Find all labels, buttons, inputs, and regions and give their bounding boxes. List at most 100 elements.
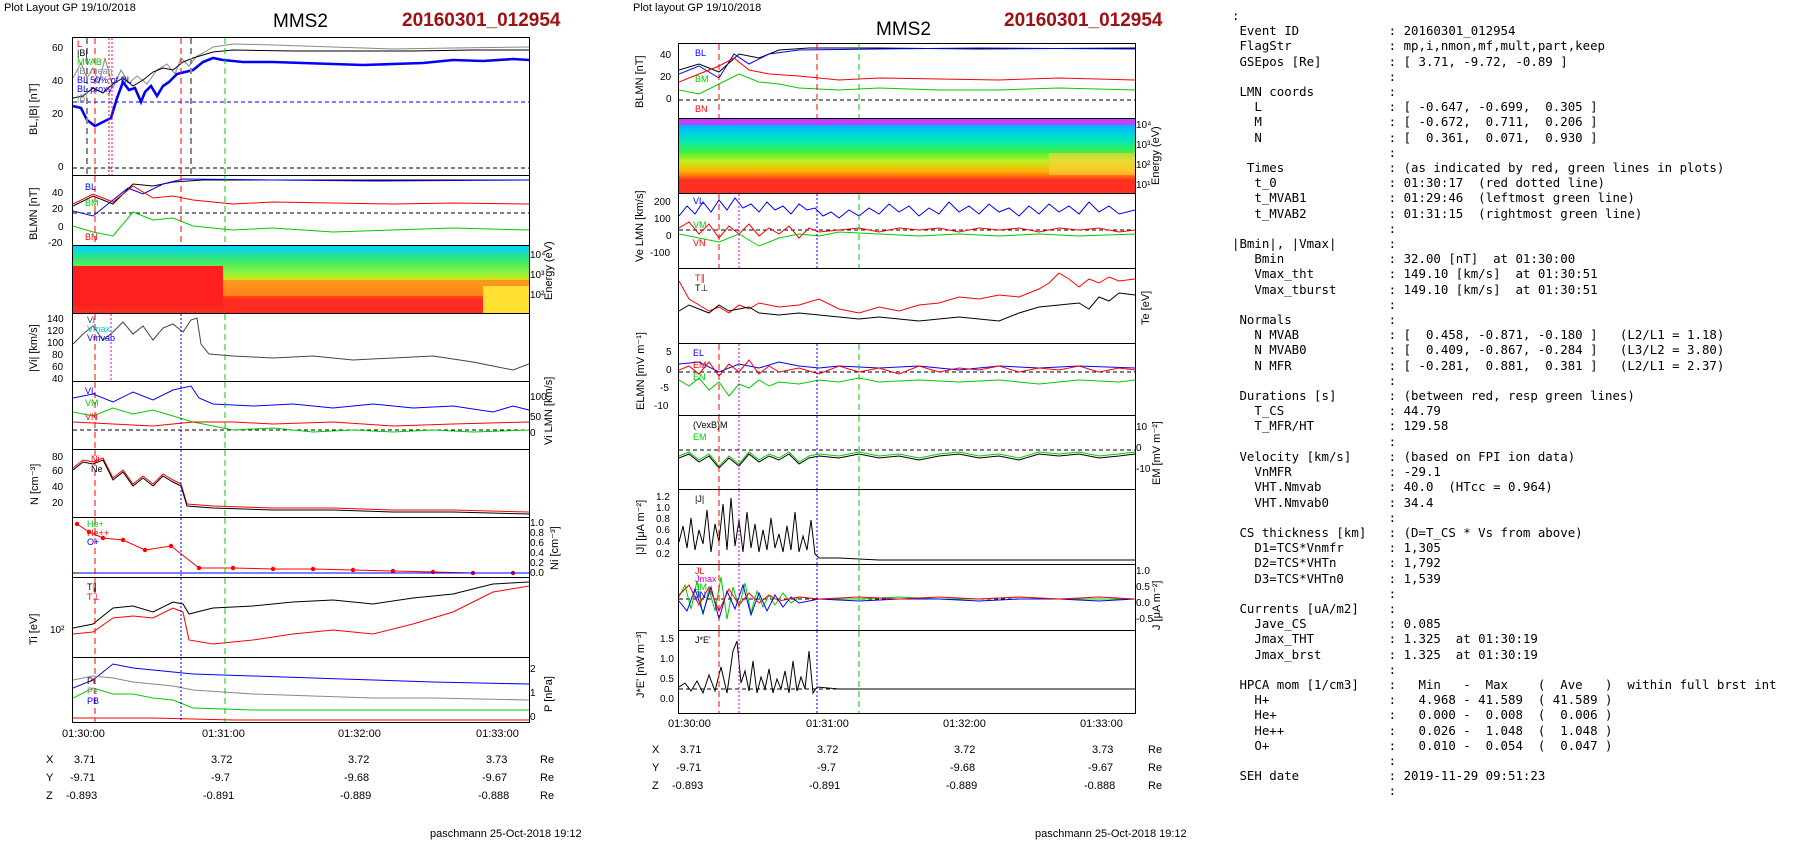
mid-p5-legend-0: EL: [693, 348, 705, 358]
left-p1-legend-1: |B|: [77, 48, 88, 58]
left-spectro-yellow-region: [483, 286, 529, 314]
mid-p8-legend-2: JM: [695, 582, 707, 592]
mid-panel-em: (VexB)M EM: [678, 415, 1136, 491]
mid-p1-tick-2: 0: [666, 94, 672, 105]
left-coord-x-unit: Re: [540, 754, 555, 766]
left-plot-vi-lmn: [73, 382, 529, 450]
left-time-tick-3: 01:33:00: [476, 728, 519, 740]
mid-coord-x-0: 3.71: [680, 744, 702, 756]
left-p6-tick-3: 20: [52, 498, 64, 509]
left-p1-tick-1: 40: [52, 76, 64, 87]
left-p6-legend-1: Ne: [91, 464, 103, 474]
left-layout-header: Plot Layout GP 19/10/2018: [4, 2, 136, 14]
mid-plot-electron-temp: [679, 272, 1135, 322]
mid-p5-tick-2: -5: [660, 383, 669, 394]
left-p8-legend-0: T∥: [87, 582, 97, 592]
left-coord-y-3: -9.67: [482, 772, 508, 784]
mid-footer: paschmann 25-Oct-2018 19:12: [1035, 828, 1187, 840]
left-p3-tick-0: 10⁴: [530, 250, 546, 261]
left-plot-vi-magnitude: [73, 314, 529, 382]
left-panel-blmn: BL BM BN: [72, 175, 530, 247]
left-p1-tick-2: 20: [52, 109, 64, 120]
mid-p8-legend-3: JN: [695, 590, 706, 600]
left-coord-y-unit: Re: [540, 772, 555, 784]
mid-p3-tick-2: 0: [666, 231, 672, 242]
mid-coord-z-2: -0.889: [946, 780, 978, 792]
left-p1-legend-6: |B|: [77, 93, 88, 103]
mid-time-tick-0: 01:30:00: [668, 718, 711, 730]
mid-p7-tick-1: 1.0: [656, 503, 670, 514]
left-coord-x-2: 3.72: [348, 754, 370, 766]
left-p2-legend-2: BN: [85, 232, 98, 242]
left-p9-legend-2: PB: [87, 696, 100, 706]
mid-p6-ylabel: EM [mV m⁻²]: [1151, 421, 1163, 485]
left-time-tick-2: 01:32:00: [338, 728, 381, 740]
mid-layout-header: Plot layout GP 19/10/2018: [633, 2, 762, 14]
mid-coord-z-0: -0.893: [672, 780, 704, 792]
left-p8-legend-1: T⊥: [87, 592, 101, 602]
mid-panel-ve-lmn: VL VM VN: [678, 193, 1136, 270]
left-p4-tick-2: 100: [47, 338, 64, 349]
mid-plot-current-lmn: [679, 565, 1135, 631]
mid-p8-legend-0: JL: [695, 566, 705, 576]
left-coord-x-3: 3.73: [486, 754, 508, 766]
left-p6-ylabel: N [cm⁻³]: [29, 463, 41, 505]
mid-event-title: 20160301_012954: [1004, 10, 1163, 31]
left-spacecraft-title: MMS2: [273, 11, 328, 32]
left-p6-legend-0: Ni: [91, 454, 100, 464]
mid-p6-legend-1: EM: [693, 432, 707, 442]
left-p5-legend-2: VN: [85, 412, 98, 422]
mid-time-tick-2: 01:32:00: [943, 718, 986, 730]
mid-p9-tick-0: 1.5: [660, 634, 674, 645]
left-p1-tick-0: 60: [52, 43, 64, 54]
left-panel-pressure: Pi Pe PB: [72, 657, 530, 723]
mid-coord-z-axis: Z: [652, 780, 659, 792]
left-plot-pressure: [73, 658, 529, 722]
mid-panel-electron-temp: T∥ T⊥: [678, 268, 1136, 345]
left-plot-density: [73, 450, 529, 518]
left-p4-legend-1: Vmax: [87, 324, 111, 334]
left-coord-z-1: -0.891: [203, 790, 235, 802]
left-coord-z-unit: Re: [540, 790, 555, 802]
left-p2-tick-3: -20: [48, 238, 63, 249]
left-p2-ylabel: BLMN [nT]: [28, 187, 40, 240]
left-panel-b-magnitude: L |B| MVAB |B| mean BL 50% of BL BL prox…: [72, 37, 530, 177]
left-p4-tick-0: 140: [47, 314, 64, 325]
left-p7-tick-4: 0.2: [530, 558, 544, 569]
left-p7-tick-1: 0.8: [530, 528, 544, 539]
mid-spectro-warm-region: [1049, 153, 1135, 175]
left-spectro-hot-region: [73, 266, 223, 306]
left-event-title: 20160301_012954: [402, 10, 561, 31]
mid-p2-tick-0: 10⁴: [1136, 120, 1152, 131]
left-p5-ylabel: Vi LMN [km/s]: [543, 376, 555, 445]
left-p2-tick-1: 20: [52, 204, 64, 215]
mid-p1-tick-1: 20: [660, 72, 672, 83]
mid-p3-tick-3: -100: [650, 248, 671, 259]
mid-p7-legend-0: |J|: [695, 494, 705, 504]
left-footer: paschmann 25-Oct-2018 19:12: [430, 828, 582, 840]
mid-panel-elmn: EL EM EN: [678, 343, 1136, 417]
left-panel-vi-lmn: VL VM VN: [72, 381, 530, 451]
mid-time-tick-3: 01:33:00: [1080, 718, 1123, 730]
left-coord-x-1: 3.72: [211, 754, 233, 766]
left-coord-z-2: -0.889: [340, 790, 372, 802]
mid-p3-legend-1: VM: [693, 220, 707, 230]
left-p9-tick-0: 2: [530, 664, 536, 675]
mid-plot-ve-lmn: [679, 194, 1135, 269]
left-p7-legend-0: He+: [87, 519, 104, 529]
left-p3-tick-2: 10²: [530, 290, 545, 301]
left-p9-tick-2: 0: [530, 712, 536, 723]
left-p7-tick-0: 1.0: [530, 518, 544, 529]
mid-p8-tick-0: 1.0: [1136, 566, 1150, 577]
left-p8-ylabel: Ti [eV]: [28, 613, 40, 645]
mid-p9-tick-1: 1.0: [660, 654, 674, 665]
left-p4-tick-3: 80: [52, 350, 64, 361]
left-p7-tick-2: 0.6: [530, 538, 544, 549]
left-p3-tick-1: 10³: [530, 270, 545, 281]
left-p9-ylabel: P [nPa]: [543, 676, 555, 712]
mid-p3-tick-1: 100: [654, 214, 671, 225]
left-plot-minor-ions: [73, 518, 529, 578]
mid-p5-ylabel: ELMN [mV m⁻¹]: [635, 332, 647, 410]
mid-p2-tick-3: 10¹: [1136, 180, 1151, 191]
mid-p6-legend-0: (VexB)M: [693, 420, 728, 430]
